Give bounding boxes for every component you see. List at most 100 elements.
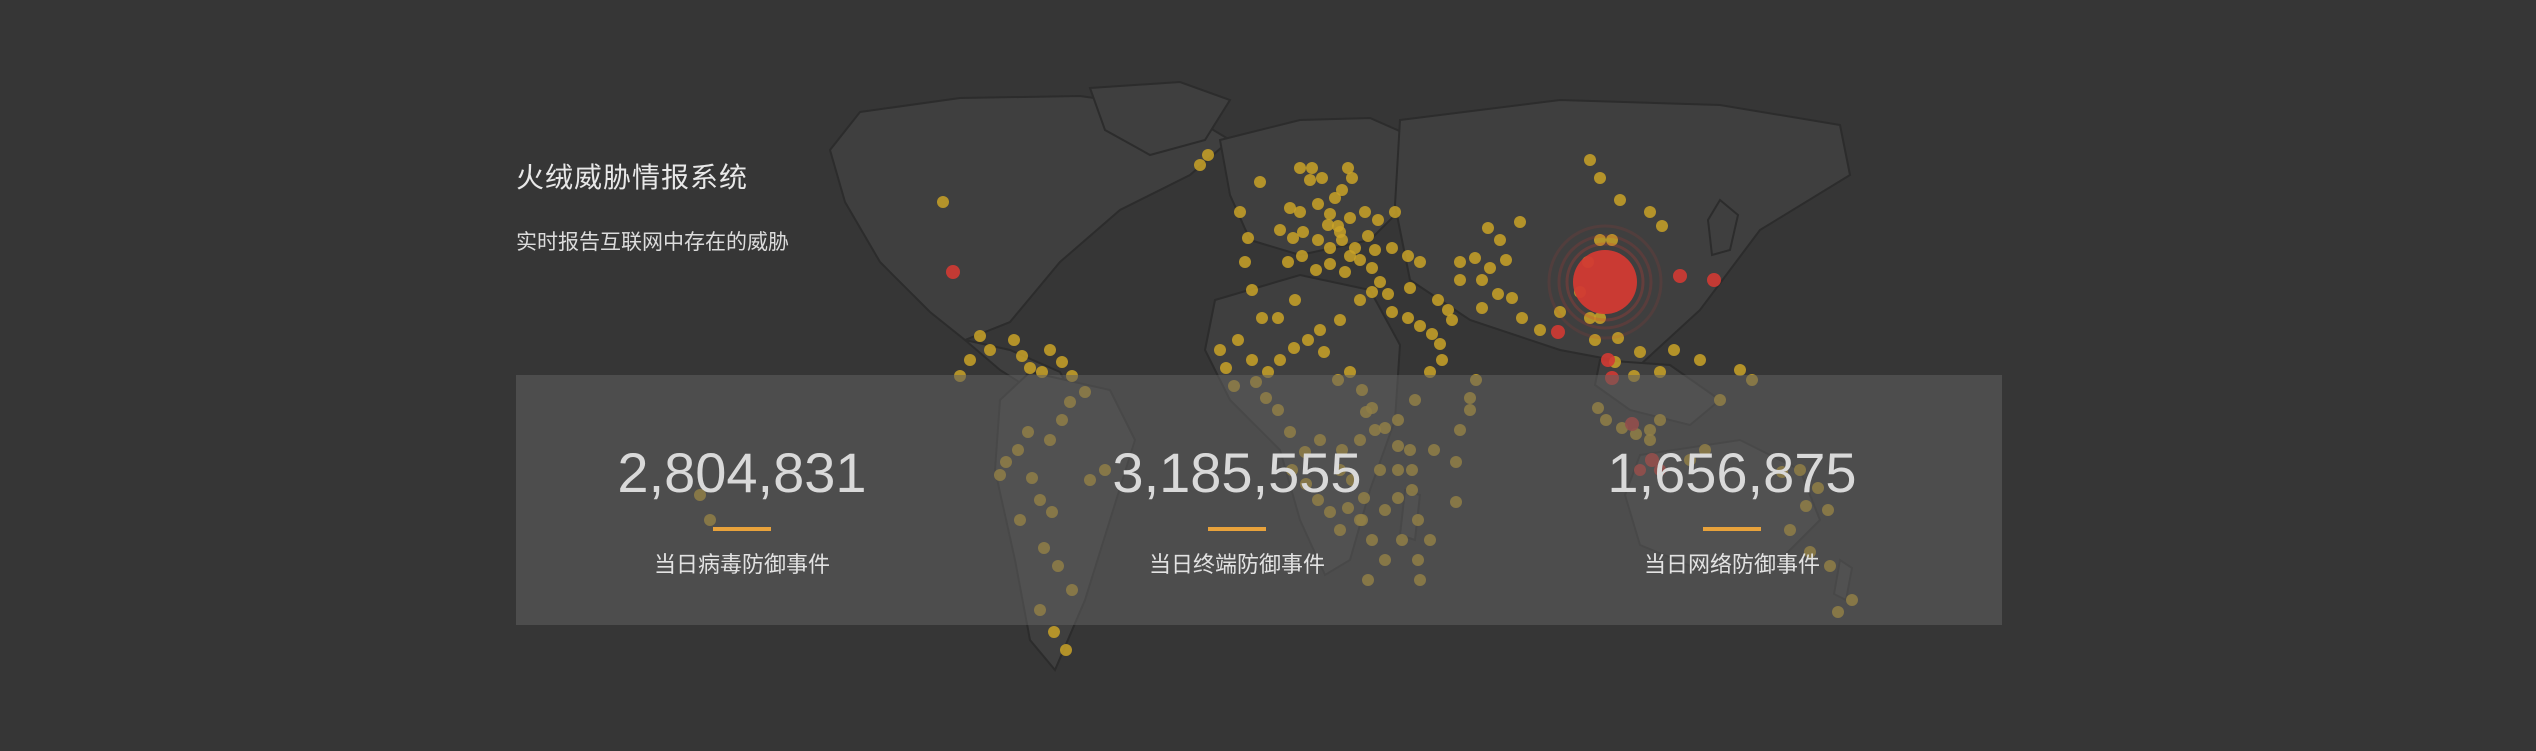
threat-dot: [1454, 256, 1466, 268]
stat-virus-defense: 2,804,831 当日病毒防御事件: [562, 445, 922, 579]
threat-dot: [1339, 266, 1351, 278]
threat-dot: [1469, 252, 1481, 264]
threat-dot: [1246, 284, 1258, 296]
threat-dot: [1284, 202, 1296, 214]
threat-dot: [1342, 162, 1354, 174]
alert-dot: [946, 265, 960, 279]
hotspot-ring: [1557, 234, 1653, 330]
threat-dot: [1359, 206, 1371, 218]
threat-dot: [1234, 206, 1246, 218]
threat-dot: [1516, 312, 1528, 324]
threat-dot: [1048, 626, 1060, 638]
threat-dot: [1634, 346, 1646, 358]
stat-label: 当日病毒防御事件: [653, 553, 830, 578]
threat-dot: [1024, 362, 1036, 374]
stat-value: 1,656,875: [1607, 441, 1857, 504]
threat-dot: [1476, 274, 1488, 286]
threat-dot: [1436, 354, 1448, 366]
threat-dot: [1374, 276, 1386, 288]
threat-dot: [1432, 294, 1444, 306]
threat-dot: [1694, 354, 1706, 366]
threat-dot: [974, 330, 986, 342]
stat-value: 3,185,555: [1112, 441, 1362, 504]
alert-dot: [1707, 273, 1721, 287]
stat-divider: [1208, 527, 1266, 531]
threat-dot: [1386, 242, 1398, 254]
threat-dot: [1589, 334, 1601, 346]
threat-dot: [1476, 302, 1488, 314]
threat-dot: [1254, 176, 1266, 188]
threat-dot: [1414, 256, 1426, 268]
threat-dot: [1296, 250, 1308, 262]
threat-dot: [937, 196, 949, 208]
threat-dot: [1402, 312, 1414, 324]
threat-dot: [1494, 234, 1506, 246]
threat-dot: [1310, 264, 1322, 276]
threat-dot: [1534, 324, 1546, 336]
threat-dot: [1256, 312, 1268, 324]
threat-dot: [1434, 338, 1446, 350]
threat-dot: [1554, 306, 1566, 318]
threat-dot: [1294, 162, 1306, 174]
threat-dot: [1584, 154, 1596, 166]
alert-dot: [1551, 325, 1565, 339]
threat-dot: [1304, 174, 1316, 186]
threat-dot: [1414, 320, 1426, 332]
page-title: 火绒威胁情报系统: [516, 161, 749, 194]
threat-dot: [1232, 334, 1244, 346]
stat-endpoint-defense: 3,185,555 当日终端防御事件: [1057, 445, 1417, 579]
threat-dot: [1220, 362, 1232, 374]
threat-dot: [1274, 354, 1286, 366]
threat-dot: [1318, 346, 1330, 358]
threat-dot: [1500, 254, 1512, 266]
threat-dot: [1446, 314, 1458, 326]
threat-dot: [1482, 222, 1494, 234]
threat-dot: [1056, 356, 1068, 368]
stat-label: 当日网络防御事件: [1643, 553, 1820, 578]
threat-dot: [1426, 328, 1438, 340]
threat-dot: [1008, 334, 1020, 346]
threat-dot: [1287, 232, 1299, 244]
threat-dot: [1442, 304, 1454, 316]
threat-dot: [1336, 184, 1348, 196]
threat-dot: [1492, 288, 1504, 300]
japan-shape: [1706, 198, 1740, 257]
stat-value: 2,804,831: [617, 441, 867, 504]
threat-dot: [1302, 334, 1314, 346]
threat-dot: [1060, 644, 1072, 656]
threat-dot: [1294, 206, 1306, 218]
threat-dot: [1514, 216, 1526, 228]
threat-dot: [1282, 256, 1294, 268]
threat-dot: [1346, 172, 1358, 184]
hotspot-ring: [1547, 224, 1663, 340]
threat-dot: [1372, 214, 1384, 226]
threat-dot: [1506, 292, 1518, 304]
threat-dot: [1044, 344, 1056, 356]
threat-dot: [1614, 194, 1626, 206]
threat-dot: [1289, 294, 1301, 306]
major-hotspot-dot: [1573, 250, 1637, 314]
threat-dot: [984, 344, 996, 356]
threat-dot: [1366, 286, 1378, 298]
threat-dot: [1314, 324, 1326, 336]
threat-dot: [1656, 220, 1668, 232]
threat-dot: [1344, 250, 1356, 262]
threat-dot: [1344, 212, 1356, 224]
threat-dot: [1239, 256, 1251, 268]
threat-dot: [1366, 262, 1378, 274]
alert-dot: [1673, 269, 1687, 283]
stat-network-defense: 1,656,875 当日网络防御事件: [1552, 445, 1912, 579]
threat-dot: [1312, 234, 1324, 246]
threat-dot: [1369, 244, 1381, 256]
threat-dot: [1734, 364, 1746, 376]
threat-dot: [1272, 312, 1284, 324]
threat-dot: [1594, 312, 1606, 324]
threat-dot: [1246, 354, 1258, 366]
threat-dot: [1382, 288, 1394, 300]
threat-dot: [1194, 159, 1206, 171]
threat-dot: [1297, 226, 1309, 238]
threat-dot: [1242, 232, 1254, 244]
threat-dot: [1322, 219, 1334, 231]
threat-dot: [1644, 206, 1656, 218]
alert-dot: [1601, 353, 1615, 367]
